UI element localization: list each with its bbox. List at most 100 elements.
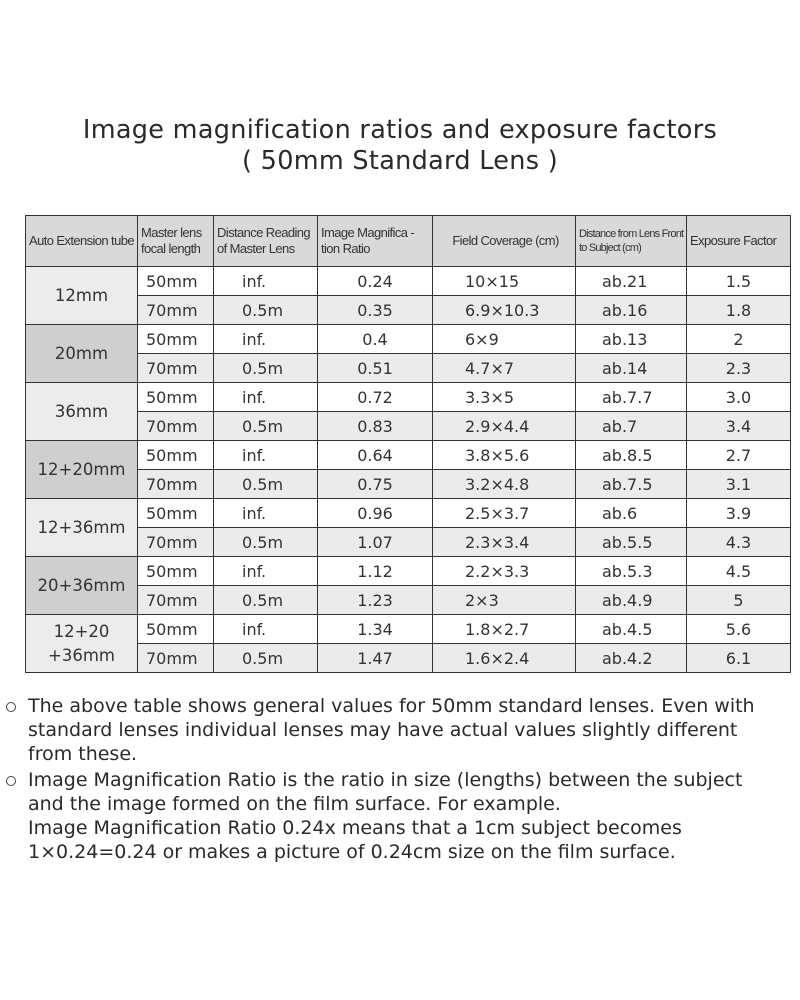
- table-row: 20mm 50mm inf. 0.4 6×9 ab.13 2: [25, 324, 791, 383]
- cell-distance-reading: 0.5m: [213, 585, 318, 615]
- cell-exposure-factor: 6.1: [686, 643, 791, 673]
- extension-tube-label: 20mm: [54, 343, 109, 363]
- cell-distance-to-subject: ab.21: [575, 266, 687, 296]
- cell-distance-to-subject: ab.4.9: [575, 585, 687, 615]
- cell-distance-reading: 0.5m: [213, 469, 318, 499]
- cell-exposure-factor: 3.1: [686, 469, 791, 499]
- cell-distance-reading: 0.5m: [213, 643, 318, 673]
- header-field-coverage: Field Coverage (cm): [432, 215, 576, 267]
- table-row: 70mm 0.5m 1.47 1.6×2.4 ab.4.2 6.1: [26, 643, 791, 673]
- cell-focal-length: 70mm: [137, 643, 214, 673]
- cell-field-coverage: 3.2×4.8: [432, 469, 576, 499]
- cell-focal-length: 70mm: [137, 469, 214, 499]
- cell-distance-to-subject: ab.4.2: [575, 643, 687, 673]
- cell-distance-to-subject: ab.13: [575, 324, 687, 354]
- note-line: standard lenses individual lenses may ha…: [28, 719, 738, 741]
- cell-exposure-factor: 4.3: [686, 527, 791, 557]
- cell-exposure-factor: 2.3: [686, 353, 791, 383]
- note-line: 1×0.24=0.24 or makes a picture of 0.24cm…: [28, 841, 676, 863]
- cell-focal-length: 50mm: [137, 614, 214, 644]
- cell-distance-reading: inf.: [213, 440, 318, 470]
- cell-distance-reading: inf.: [213, 324, 318, 354]
- magnification-table: Auto Extension tube Master lens focal le…: [25, 215, 791, 673]
- cell-distance-reading: 0.5m: [213, 295, 318, 325]
- cell-field-coverage: 2.3×3.4: [432, 527, 576, 557]
- cell-extension-tube: 36mm: [25, 382, 138, 441]
- cell-distance-reading: 0.5m: [213, 527, 318, 557]
- cell-magnification-ratio: 0.72: [317, 382, 433, 412]
- cell-focal-length: 50mm: [137, 382, 214, 412]
- extension-tube-label: 20+36mm: [37, 575, 126, 595]
- header-distance-to-subject: Distance from Lens Front to Subject (cm): [575, 215, 687, 267]
- extension-tube-label: 12+20mm: [37, 459, 126, 479]
- cell-exposure-factor: 5: [686, 585, 791, 615]
- cell-focal-length: 70mm: [137, 527, 214, 557]
- cell-field-coverage: 2.2×3.3: [432, 556, 576, 586]
- table-row: 70mm 0.5m 0.35 6.9×10.3 ab.16 1.8: [26, 295, 791, 325]
- extension-tube-label: 36mm: [54, 401, 109, 421]
- header-distance-reading: Distance Reading of Master Lens: [213, 215, 318, 267]
- cell-magnification-ratio: 0.96: [317, 498, 433, 528]
- cell-focal-length: 70mm: [137, 585, 214, 615]
- cell-extension-tube: 12+36mm: [25, 498, 138, 557]
- cell-distance-reading: inf.: [213, 556, 318, 586]
- cell-field-coverage: 2.5×3.7: [432, 498, 576, 528]
- cell-magnification-ratio: 1.07: [317, 527, 433, 557]
- cell-distance-to-subject: ab.5.5: [575, 527, 687, 557]
- cell-magnification-ratio: 0.35: [317, 295, 433, 325]
- cell-distance-reading: inf.: [213, 266, 318, 296]
- cell-distance-reading: inf.: [213, 382, 318, 412]
- table-row: 70mm 0.5m 0.75 3.2×4.8 ab.7.5 3.1: [26, 469, 791, 499]
- cell-magnification-ratio: 1.47: [317, 643, 433, 673]
- cell-focal-length: 50mm: [137, 498, 214, 528]
- cell-magnification-ratio: 0.83: [317, 411, 433, 441]
- table-row: 70mm 0.5m 1.23 2×3 ab.4.9 5: [26, 585, 791, 615]
- cell-field-coverage: 1.8×2.7: [432, 614, 576, 644]
- table-row: 12+20mm 50mm inf. 0.64 3.8×5.6 ab.8.5 2.7: [25, 440, 791, 499]
- cell-distance-reading: 0.5m: [213, 353, 318, 383]
- header-image-magnification-ratio: Image Magnifica -tion Ratio: [317, 215, 433, 267]
- cell-magnification-ratio: 1.23: [317, 585, 433, 615]
- table-row: 12+20 +36mm 50mm inf. 1.34 1.8×2.7 ab.4.5 5.6: [25, 614, 791, 673]
- note-line: from these.: [28, 743, 138, 765]
- cell-field-coverage: 6×9: [432, 324, 576, 354]
- cell-extension-tube: 12mm: [25, 266, 138, 325]
- extension-tube-label: +36mm: [48, 645, 115, 665]
- table-row: 70mm 0.5m 1.07 2.3×3.4 ab.5.5 4.3: [26, 527, 791, 557]
- cell-distance-reading: 0.5m: [213, 411, 318, 441]
- table-row: 36mm 50mm inf. 0.72 3.3×5 ab.7.7 3.0: [25, 382, 791, 441]
- note-line: and the image formed on the film surface…: [28, 793, 561, 815]
- cell-distance-reading: inf.: [213, 498, 318, 528]
- cell-field-coverage: 2×3: [432, 585, 576, 615]
- cell-magnification-ratio: 0.4: [317, 324, 433, 354]
- note-line: Image Magnification Ratio is the ratio i…: [28, 769, 743, 791]
- cell-focal-length: 50mm: [137, 440, 214, 470]
- note-item: Image Magnification Ratio is the ratio i…: [6, 768, 800, 864]
- cell-extension-tube: 20+36mm: [25, 556, 138, 615]
- header-exposure-factor: Exposure Factor: [686, 215, 791, 267]
- cell-focal-length: 70mm: [137, 411, 214, 441]
- note-item: The above table shows general values for…: [6, 694, 800, 766]
- circle-bullet-icon: [6, 776, 16, 786]
- cell-field-coverage: 6.9×10.3: [432, 295, 576, 325]
- title-line-1: Image magnification ratios and exposure …: [82, 115, 718, 145]
- note-line: Image Magnification Ratio 0.24x means th…: [28, 817, 682, 839]
- cell-magnification-ratio: 0.24: [317, 266, 433, 296]
- cell-distance-to-subject: ab.14: [575, 353, 687, 383]
- cell-distance-to-subject: ab.4.5: [575, 614, 687, 644]
- cell-magnification-ratio: 0.64: [317, 440, 433, 470]
- header-auto-extension-tube: Auto Extension tube: [25, 215, 138, 267]
- cell-distance-to-subject: ab.5.3: [575, 556, 687, 586]
- extension-tube-label: 12+36mm: [37, 517, 126, 537]
- cell-field-coverage: 2.9×4.4: [432, 411, 576, 441]
- cell-distance-to-subject: ab.7.7: [575, 382, 687, 412]
- extension-tube-label: 12+20: [53, 621, 110, 641]
- cell-focal-length: 50mm: [137, 324, 214, 354]
- notes: The above table shows general values for…: [6, 694, 800, 866]
- cell-field-coverage: 4.7×7: [432, 353, 576, 383]
- cell-exposure-factor: 2.7: [686, 440, 791, 470]
- cell-distance-to-subject: ab.7: [575, 411, 687, 441]
- cell-extension-tube: 12+20 +36mm: [25, 614, 138, 673]
- table-row: 70mm 0.5m 0.51 4.7×7 ab.14 2.3: [26, 353, 791, 383]
- cell-distance-to-subject: ab.6: [575, 498, 687, 528]
